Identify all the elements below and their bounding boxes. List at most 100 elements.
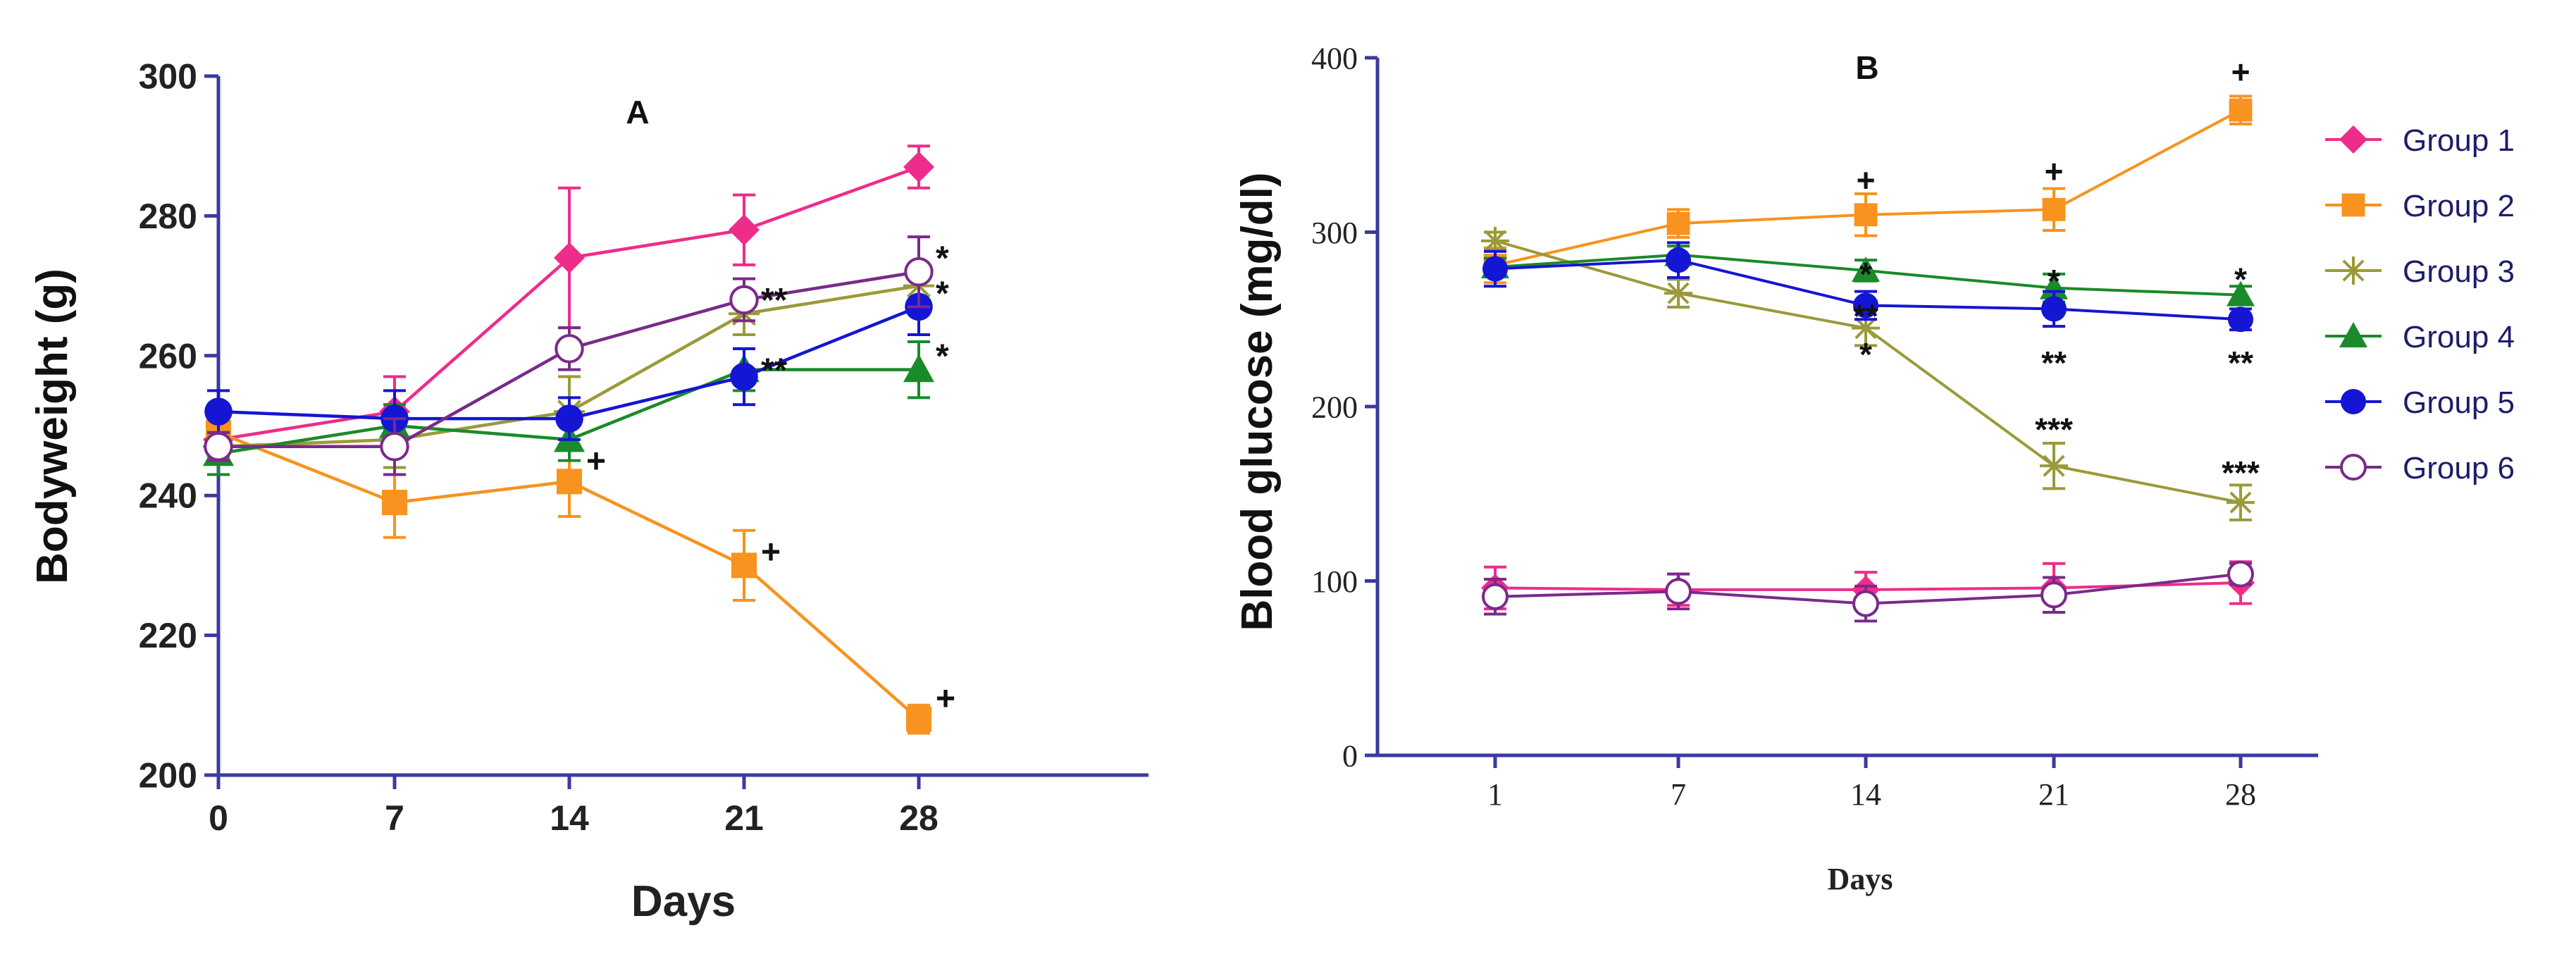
data-point — [903, 151, 934, 182]
legend-marker — [2340, 454, 2367, 481]
data-point — [554, 242, 585, 273]
data-point — [380, 432, 409, 462]
data-point — [1852, 590, 1879, 617]
series-group-5 — [1482, 241, 2253, 333]
significance-marker: + — [761, 533, 781, 571]
x-axis-label: Days — [1828, 862, 1893, 896]
legend-item: Group 1 — [2325, 123, 2515, 158]
significance-marker: * — [2048, 263, 2060, 299]
data-point — [1854, 203, 1878, 227]
data-point — [2041, 296, 2067, 322]
legend-marker — [2339, 125, 2367, 154]
data-point — [2227, 280, 2255, 307]
star-stroke — [2043, 454, 2065, 477]
data-point — [1852, 256, 1880, 282]
legend-marker — [2341, 193, 2365, 217]
x-tick-label: 28 — [2225, 777, 2256, 812]
significance-marker: + — [2231, 54, 2250, 90]
y-tick-label: 400 — [1311, 41, 1358, 75]
legend-item: Group 2 — [2325, 189, 2515, 223]
legend: Group 1 Group 2 Group 3 Group 4 Group 5 Group… — [2325, 123, 2515, 485]
significance-marker: * — [1859, 336, 1872, 373]
significance-marker: * — [936, 240, 949, 278]
data-point — [2227, 560, 2254, 588]
significance-marker: ** — [2228, 345, 2253, 381]
legend-item: Group 4 — [2325, 320, 2515, 354]
data-point — [2040, 452, 2068, 481]
data-point — [381, 490, 408, 516]
y-tick-label: 300 — [1311, 216, 1358, 250]
y-tick-label: 200 — [1311, 390, 1358, 424]
data-point — [1482, 256, 1508, 282]
star-stroke — [1484, 230, 1506, 252]
significance-marker: ** — [761, 352, 788, 389]
data-point — [731, 552, 757, 579]
data-point — [904, 257, 934, 287]
x-tick-label: 0 — [209, 798, 228, 838]
data-point — [1665, 578, 1692, 605]
significance-marker: *** — [2035, 411, 2073, 447]
data-point — [2042, 197, 2066, 221]
legend-marker — [2339, 256, 2367, 285]
data-point — [204, 397, 233, 426]
legend-item: Group 3 — [2325, 254, 2515, 289]
y-tick-label: 240 — [139, 476, 197, 516]
x-axis-label: Days — [631, 877, 736, 926]
chart-title: A — [626, 94, 649, 130]
data-point — [1853, 292, 1878, 318]
data-point — [1666, 211, 1690, 235]
data-point — [729, 285, 759, 315]
legend-item: Group 5 — [2325, 385, 2515, 420]
data-point — [204, 432, 233, 462]
data-point — [2041, 581, 2067, 609]
series-group-6 — [1482, 560, 2254, 623]
data-point — [1482, 583, 1509, 610]
significance-marker: ** — [761, 282, 788, 319]
significance-marker: * — [936, 275, 949, 312]
y-tick-label: 100 — [1311, 564, 1358, 599]
series-group-3 — [1481, 226, 2255, 521]
x-tick-label: 21 — [2038, 777, 2069, 812]
star-stroke — [1854, 317, 1877, 340]
y-tick-label: 260 — [139, 336, 197, 376]
legend-item: Group 6 — [2325, 451, 2515, 485]
data-point — [730, 362, 758, 391]
star-stroke — [1667, 282, 1690, 304]
legend-marker — [2339, 322, 2367, 347]
chart-title: B — [1855, 49, 1878, 86]
data-point — [1666, 247, 1691, 273]
x-tick-label: 14 — [550, 798, 589, 838]
y-axis-label: Blood glucose (mg/dl) — [1233, 173, 1282, 631]
significance-marker: + — [1857, 161, 1876, 198]
significance-marker: ** — [1853, 297, 1878, 334]
data-point — [555, 404, 583, 433]
x-tick-label: 28 — [899, 798, 939, 838]
y-axis-label: Bodyweight (g) — [28, 268, 77, 584]
star-stroke — [2229, 491, 2252, 514]
x-tick-label: 1 — [1487, 777, 1503, 812]
significance-marker: + — [936, 681, 955, 718]
data-point — [2229, 98, 2253, 122]
legend-label: Group 5 — [2403, 385, 2515, 420]
y-tick-label: 200 — [139, 756, 197, 796]
y-tick-label: 300 — [139, 57, 197, 97]
data-point — [2228, 307, 2253, 333]
series-group-6 — [204, 235, 934, 476]
x-tick-label: 7 — [385, 798, 404, 838]
data-point — [1664, 279, 1692, 308]
data-point — [556, 469, 583, 495]
significance-marker: ** — [2041, 345, 2067, 381]
y-tick-label: 0 — [1342, 738, 1358, 773]
significance-marker: * — [936, 338, 949, 376]
legend-label: Group 4 — [2403, 320, 2515, 354]
chart-panel-a: 200 220 240 260 280 300 0 7 14 21 28 A Days Bodyweigh… — [28, 57, 1148, 926]
legend-label: Group 2 — [2403, 189, 2515, 223]
legend-label: Group 6 — [2403, 451, 2515, 485]
data-point — [729, 214, 760, 246]
data-point — [555, 334, 584, 364]
y-tick-label: 220 — [139, 616, 197, 655]
x-tick-label: 21 — [724, 798, 764, 838]
chart-panel-b: 0 100 200 300 400 1 7 14 21 28 B Days Blood glucose … — [1233, 41, 2515, 896]
